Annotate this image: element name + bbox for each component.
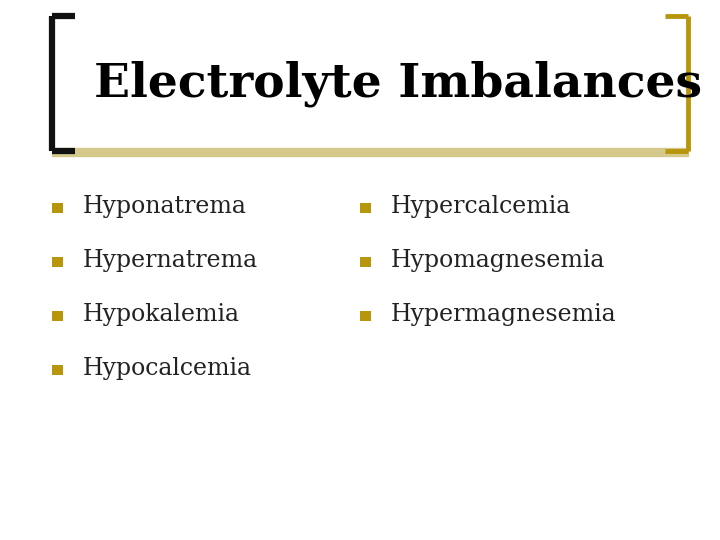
Text: Hypomagnesemia: Hypomagnesemia — [391, 249, 606, 272]
Bar — [52, 310, 63, 321]
Text: Hypokalemia: Hypokalemia — [83, 303, 240, 326]
Bar — [360, 310, 371, 321]
Bar — [52, 256, 63, 267]
Text: Hyponatrema: Hyponatrema — [83, 195, 247, 218]
Bar — [52, 202, 63, 213]
Text: Hypercalcemia: Hypercalcemia — [391, 195, 571, 218]
Text: Hypernatrema: Hypernatrema — [83, 249, 258, 272]
Bar — [360, 256, 371, 267]
Text: Hypocalcemia: Hypocalcemia — [83, 357, 252, 380]
Text: Electrolyte Imbalances: Electrolyte Imbalances — [94, 60, 702, 107]
Bar — [360, 202, 371, 213]
Text: Hypermagnesemia: Hypermagnesemia — [391, 303, 616, 326]
Bar — [52, 148, 688, 156]
Bar — [52, 364, 63, 375]
